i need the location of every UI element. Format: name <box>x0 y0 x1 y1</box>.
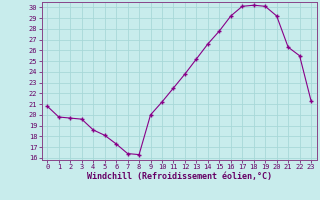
X-axis label: Windchill (Refroidissement éolien,°C): Windchill (Refroidissement éolien,°C) <box>87 172 272 181</box>
